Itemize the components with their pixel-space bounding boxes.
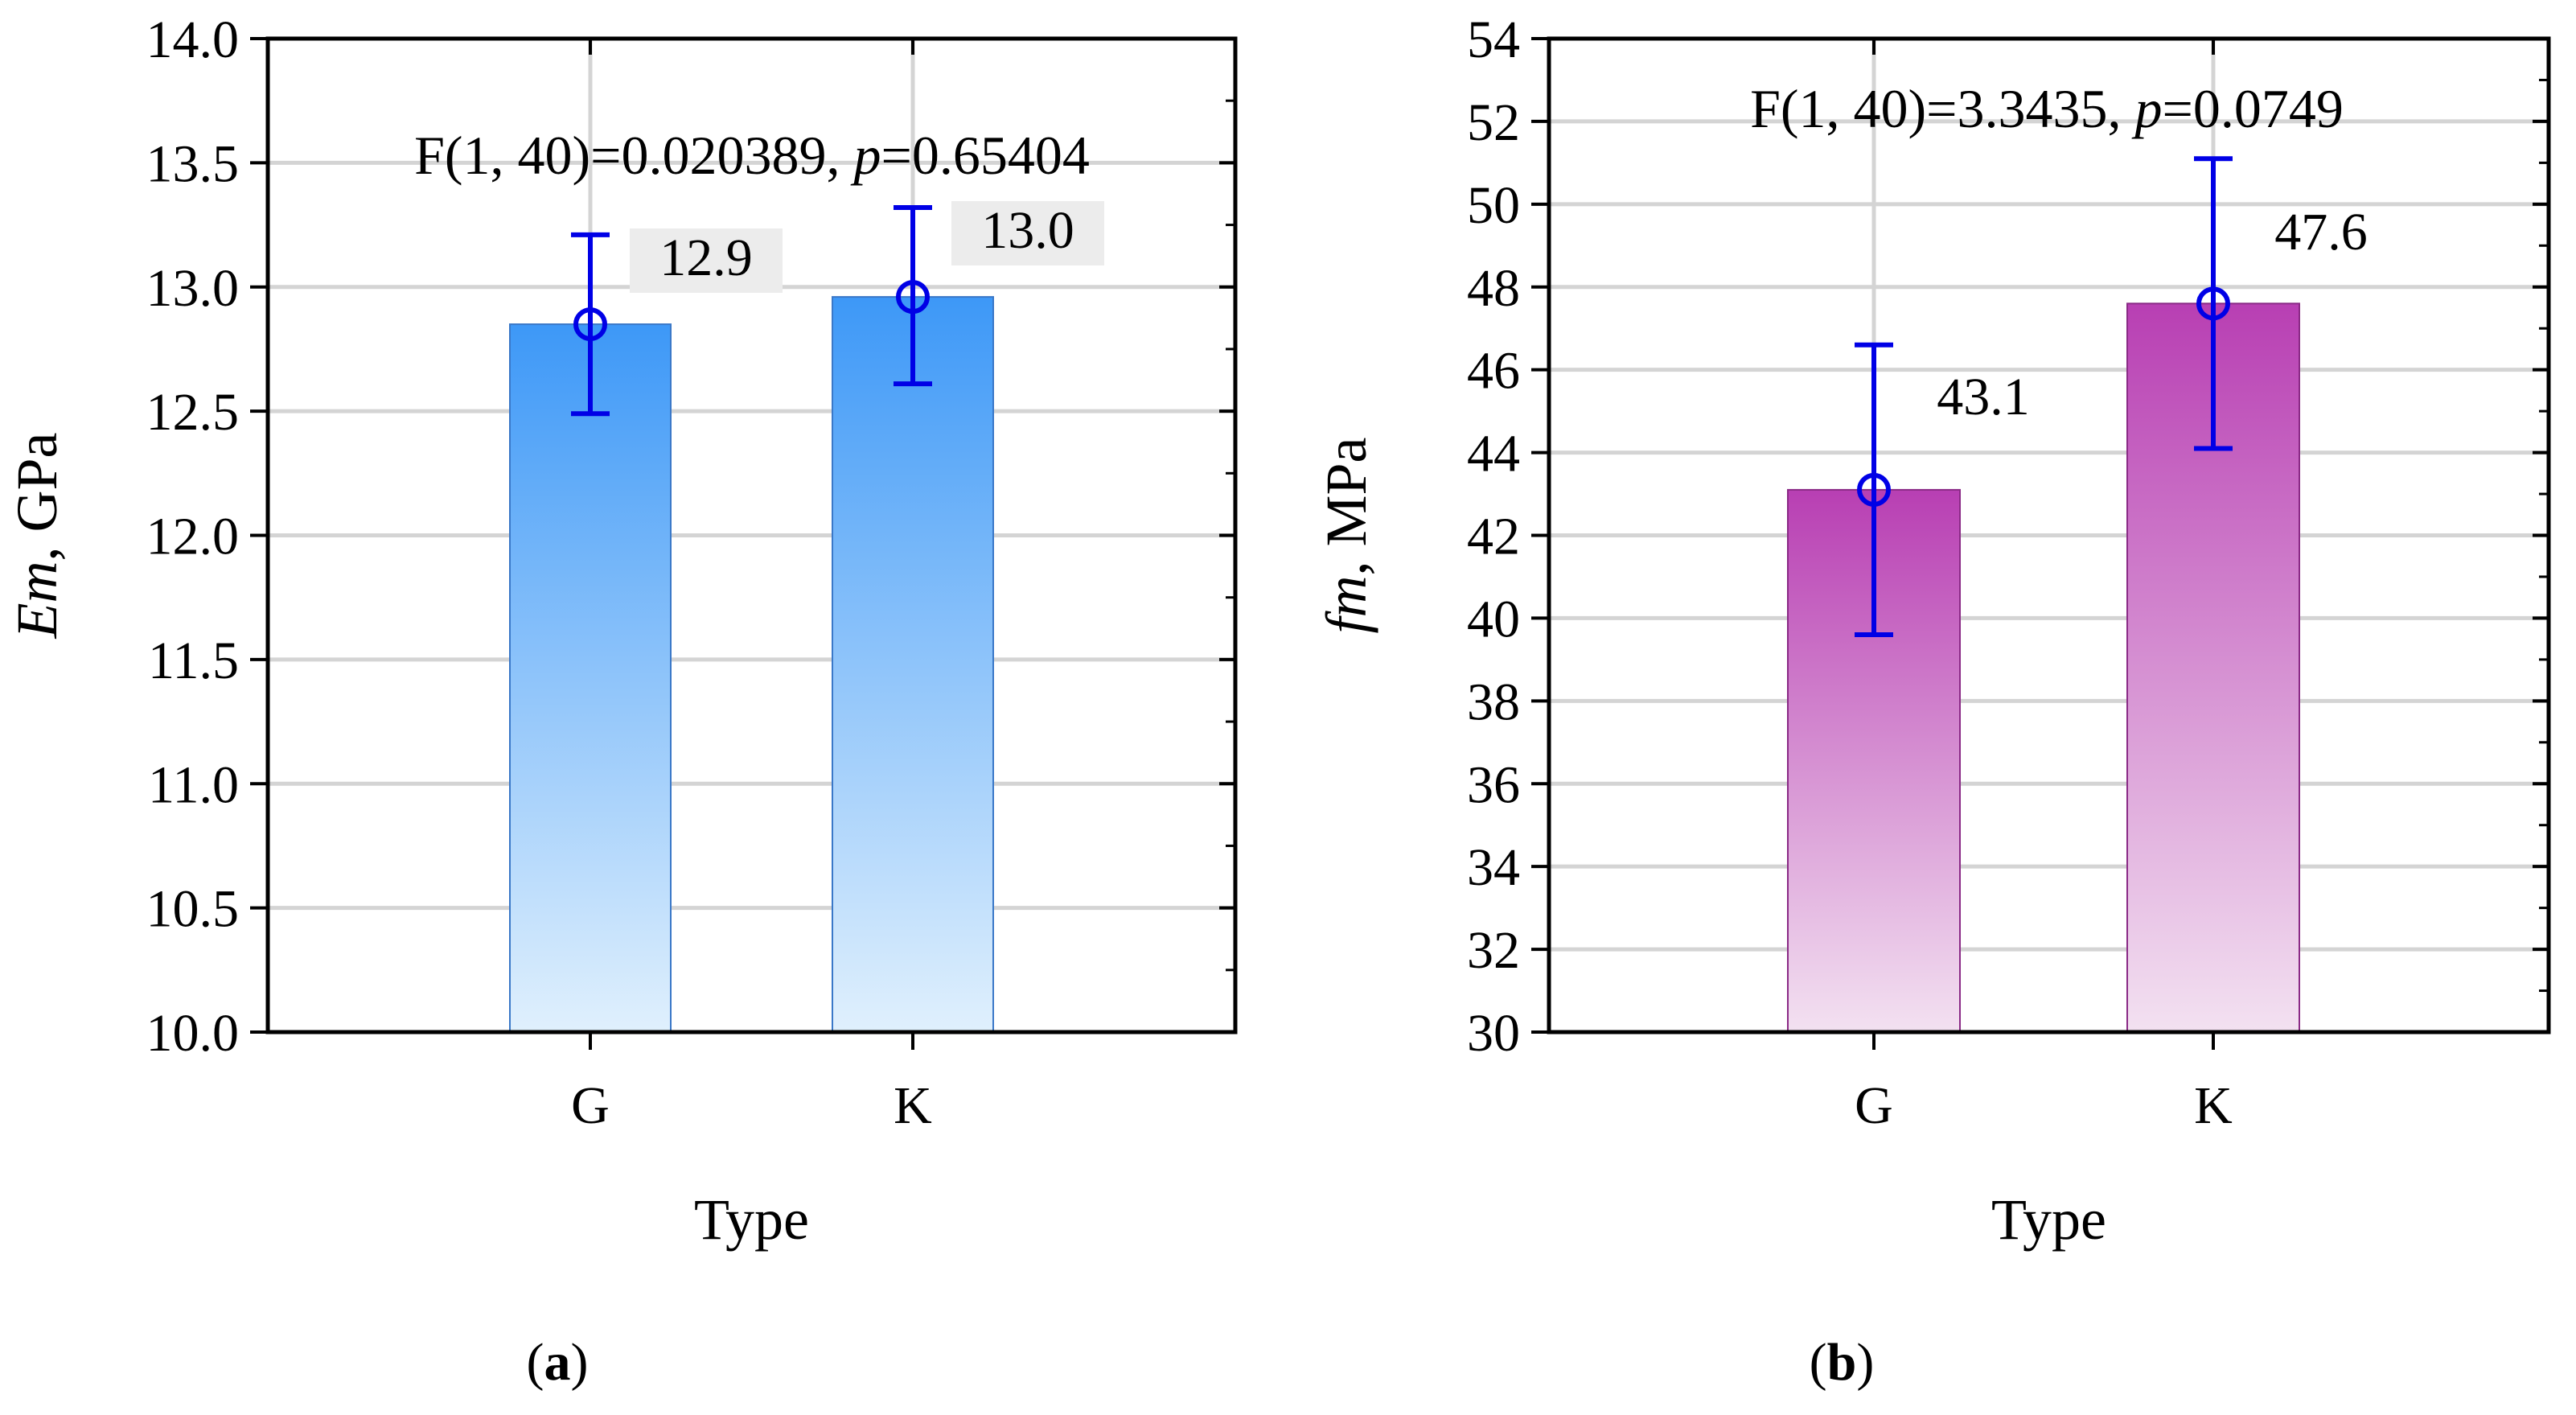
plot-frame	[1547, 36, 2551, 1035]
x-axis-title: Type	[694, 1187, 809, 1252]
bar-k	[832, 296, 994, 1034]
y-tick-label: 44	[1467, 425, 1520, 483]
value-label-k: 47.6	[2274, 203, 2368, 261]
value-label-g: 12.9	[659, 228, 753, 287]
y-tick-label: 12.0	[146, 508, 240, 566]
stat-annotation: F(1, 40)=0.020389, p=0.65404	[414, 125, 1090, 186]
chart-panel-b: 30 32 34 36 38 40 42 44 46 48 50 52 54 F(1, 40)=3.343…	[1314, 10, 2551, 1392]
y-tick-label: 11.5	[148, 631, 239, 690]
x-tick-label-k: K	[2194, 1076, 2233, 1135]
value-label-k: 13.0	[981, 201, 1074, 260]
y-tick-label: 10.0	[146, 1004, 240, 1063]
y-tick-label: 50	[1467, 176, 1520, 235]
value-label-box	[951, 201, 1104, 265]
y-tick-label: 34	[1467, 838, 1520, 897]
panel-label: (b)	[1810, 1333, 1875, 1392]
y-tick-label: 13.0	[146, 259, 240, 318]
error-bar-g	[571, 232, 610, 417]
y-axis-title: fm, MPa	[1314, 437, 1378, 633]
y-tick-label: 11.0	[148, 755, 239, 814]
x-tick-label-g: G	[1855, 1076, 1893, 1135]
x-tick-label-k: K	[894, 1076, 932, 1135]
y-axis-title: Em, GPa	[5, 433, 69, 640]
y-tick-label: 12.5	[146, 383, 240, 442]
x-axis-title: Type	[1991, 1187, 2106, 1252]
y-tick-label: 54	[1467, 10, 1520, 69]
mean-marker	[1857, 472, 1891, 507]
panel-label: (a)	[527, 1333, 589, 1392]
y-tick-label: 42	[1467, 508, 1520, 566]
plot-frame	[265, 36, 1238, 1035]
error-bar-k	[894, 204, 932, 387]
y-tick-label: 14.0	[146, 10, 240, 69]
error-bar-g	[1855, 342, 1893, 637]
y-tick-label: 40	[1467, 590, 1520, 648]
mean-marker	[896, 280, 930, 315]
stat-annotation: F(1, 40)=3.3435, p=0.0749	[1750, 78, 2344, 139]
y-tick-label: 13.5	[146, 134, 240, 193]
y-tick-label: 46	[1467, 342, 1520, 401]
mean-marker	[2196, 286, 2230, 321]
value-label-g: 43.1	[1937, 368, 2030, 426]
y-tick-label: 32	[1467, 921, 1520, 980]
y-tick-label: 48	[1467, 259, 1520, 318]
y-tick-label: 10.5	[146, 880, 240, 939]
y-tick-label: 38	[1467, 673, 1520, 731]
y-tick-label: 52	[1467, 93, 1520, 152]
value-label-box	[630, 228, 783, 293]
mean-marker	[573, 307, 607, 342]
y-tick-label: 30	[1467, 1004, 1520, 1063]
x-tick-label-g: G	[571, 1076, 610, 1135]
bar-g	[509, 323, 672, 1033]
error-bar-k	[2194, 156, 2233, 451]
chart-panel-a: 10.0 10.5 11.0 11.5 12.0 12.5 13.0 13.5 14.0 F(1,…	[5, 10, 1238, 1392]
y-tick-label: 36	[1467, 755, 1520, 814]
